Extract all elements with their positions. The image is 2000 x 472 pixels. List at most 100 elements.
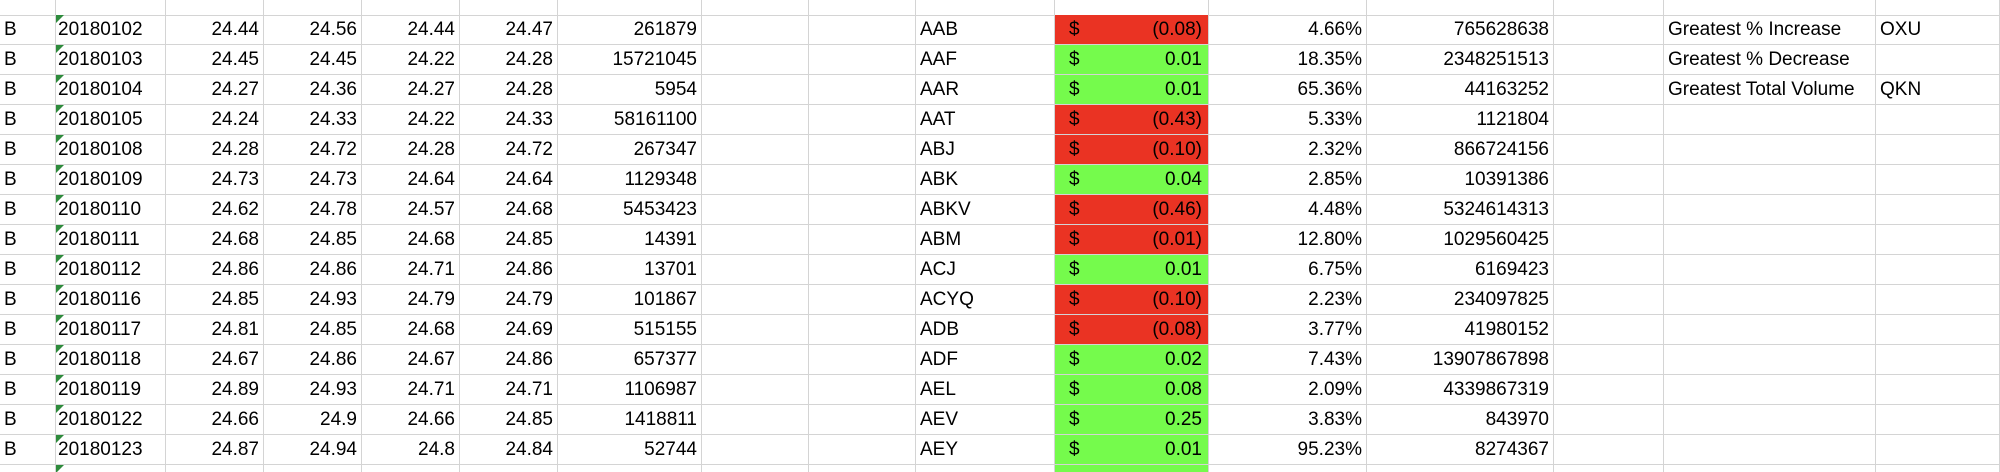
date-cell[interactable]: 20180109 xyxy=(56,165,166,195)
summary-ticker-cell[interactable]: AEV xyxy=(916,405,1055,435)
open-cell[interactable]: 24.73 xyxy=(166,165,264,195)
ticker-cell[interactable]: B xyxy=(0,285,56,315)
empty-cell[interactable] xyxy=(809,285,916,315)
total-volume-cell[interactable]: 234097825 xyxy=(1367,285,1554,315)
low-cell[interactable]: 24.28 xyxy=(362,135,460,165)
percent-change-cell[interactable]: 18.35% xyxy=(1209,45,1367,75)
low-cell[interactable]: 24.44 xyxy=(362,15,460,45)
greatest-ticker-cell[interactable] xyxy=(1876,285,2000,315)
empty-cell[interactable] xyxy=(809,225,916,255)
close-cell[interactable]: 24.47 xyxy=(460,15,558,45)
ticker-cell[interactable] xyxy=(0,465,56,472)
header-ticker[interactable]: <ticker> xyxy=(0,0,56,16)
total-volume-cell[interactable]: 10391386 xyxy=(1367,165,1554,195)
yearly-change-cell[interactable]: $0.04 xyxy=(1055,165,1209,195)
open-cell[interactable]: 24.27 xyxy=(166,75,264,105)
close-cell[interactable]: 24.69 xyxy=(460,315,558,345)
ticker-cell[interactable]: B xyxy=(0,375,56,405)
date-cell[interactable]: 20180102 xyxy=(56,15,166,45)
empty-cell[interactable] xyxy=(1554,435,1664,465)
close-cell[interactable]: 24.64 xyxy=(460,165,558,195)
greatest-label-cell[interactable] xyxy=(1664,135,1876,165)
greatest-ticker-cell[interactable] xyxy=(1876,255,2000,285)
ticker-cell[interactable]: B xyxy=(0,345,56,375)
percent-change-cell[interactable]: 4.66% xyxy=(1209,15,1367,45)
empty-cell[interactable] xyxy=(809,0,916,16)
empty-cell[interactable] xyxy=(702,105,809,135)
greatest-label-cell[interactable] xyxy=(1664,405,1876,435)
greatest-ticker-cell[interactable]: QKN xyxy=(1876,75,2000,105)
high-cell[interactable]: 24.72 xyxy=(264,135,362,165)
yearly-change-cell[interactable]: $0.01 xyxy=(1055,45,1209,75)
total-volume-cell[interactable]: 866724156 xyxy=(1367,135,1554,165)
open-cell[interactable]: 24.81 xyxy=(166,315,264,345)
summary-ticker-cell[interactable]: ADB xyxy=(916,315,1055,345)
yearly-change-cell[interactable]: $ (0.43) xyxy=(1055,105,1209,135)
empty-cell[interactable] xyxy=(1554,405,1664,435)
total-volume-cell[interactable]: 1121804 xyxy=(1367,105,1554,135)
empty-cell[interactable] xyxy=(809,135,916,165)
vol-cell[interactable]: 1129348 xyxy=(558,165,702,195)
close-cell[interactable]: 24.86 xyxy=(460,255,558,285)
total-volume-cell[interactable]: 8274367 xyxy=(1367,435,1554,465)
empty-cell[interactable] xyxy=(1554,195,1664,225)
summary-ticker-cell[interactable]: ACJ xyxy=(916,255,1055,285)
percent-change-cell[interactable]: 6.75% xyxy=(1209,255,1367,285)
percent-change-cell[interactable]: 3.83% xyxy=(1209,405,1367,435)
header-high[interactable]: <high> xyxy=(264,0,362,16)
empty-cell[interactable] xyxy=(1554,465,1664,472)
high-cell[interactable]: 24.33 xyxy=(264,105,362,135)
empty-cell[interactable] xyxy=(702,375,809,405)
open-cell[interactable]: 24.62 xyxy=(166,195,264,225)
open-cell[interactable]: 24.44 xyxy=(166,15,264,45)
empty-cell[interactable] xyxy=(809,255,916,285)
greatest-label-cell[interactable] xyxy=(1664,225,1876,255)
close-cell[interactable]: 24.33 xyxy=(460,105,558,135)
open-cell[interactable]: 24.87 xyxy=(166,435,264,465)
percent-change-cell[interactable] xyxy=(1209,465,1367,472)
yearly-change-cell[interactable]: $ (0.08) xyxy=(1055,315,1209,345)
open-cell[interactable]: 24.89 xyxy=(166,375,264,405)
date-cell[interactable]: 20180110 xyxy=(56,195,166,225)
summary-ticker-cell[interactable]: AAR xyxy=(916,75,1055,105)
summary-ticker-cell[interactable]: ABM xyxy=(916,225,1055,255)
high-cell[interactable]: 24.94 xyxy=(264,435,362,465)
ticker-cell[interactable]: B xyxy=(0,45,56,75)
vol-cell[interactable]: 14391 xyxy=(558,225,702,255)
greatest-label-cell[interactable] xyxy=(1664,105,1876,135)
summary-ticker-cell[interactable]: ABJ xyxy=(916,135,1055,165)
low-cell[interactable]: 24.71 xyxy=(362,255,460,285)
yearly-change-cell[interactable]: $ (0.08) xyxy=(1055,15,1209,45)
greatest-label-cell[interactable] xyxy=(1664,465,1876,472)
yearly-change-cell[interactable]: $ (0.10) xyxy=(1055,285,1209,315)
date-cell[interactable]: 20180116 xyxy=(56,285,166,315)
high-cell[interactable]: 24.56 xyxy=(264,15,362,45)
open-cell[interactable]: 24.68 xyxy=(166,225,264,255)
vol-cell[interactable]: 58161100 xyxy=(558,105,702,135)
empty-cell[interactable] xyxy=(809,435,916,465)
header-greatest-ticker[interactable]: Ticker Symbol xyxy=(1876,0,2000,16)
ticker-cell[interactable]: B xyxy=(0,435,56,465)
greatest-ticker-cell[interactable] xyxy=(1876,315,2000,345)
summary-ticker-cell[interactable]: AAT xyxy=(916,105,1055,135)
high-cell[interactable]: 24.45 xyxy=(264,45,362,75)
vol-cell[interactable]: 261879 xyxy=(558,15,702,45)
ticker-cell[interactable]: B xyxy=(0,105,56,135)
greatest-label-cell[interactable]: Greatest % Increase xyxy=(1664,15,1876,45)
empty-cell[interactable] xyxy=(1554,165,1664,195)
date-cell[interactable] xyxy=(56,465,166,472)
empty-cell[interactable] xyxy=(809,315,916,345)
greatest-label-cell[interactable] xyxy=(1664,315,1876,345)
date-cell[interactable]: 20180123 xyxy=(56,435,166,465)
close-cell[interactable]: 24.28 xyxy=(460,45,558,75)
low-cell[interactable]: 24.67 xyxy=(362,345,460,375)
empty-cell[interactable] xyxy=(809,195,916,225)
percent-change-cell[interactable]: 65.36% xyxy=(1209,75,1367,105)
summary-ticker-cell[interactable]: AEL xyxy=(916,375,1055,405)
empty-cell[interactable] xyxy=(1554,285,1664,315)
high-cell[interactable]: 24.93 xyxy=(264,375,362,405)
date-cell[interactable]: 20180112 xyxy=(56,255,166,285)
low-cell[interactable]: 24.68 xyxy=(362,225,460,255)
greatest-ticker-cell[interactable] xyxy=(1876,135,2000,165)
empty-cell[interactable] xyxy=(1664,0,1876,16)
